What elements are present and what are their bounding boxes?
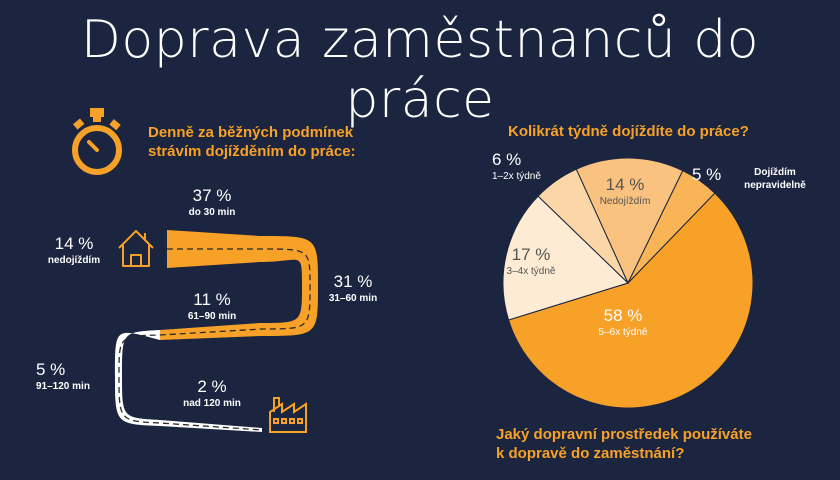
pie-category-5-6x: 5–6x týdně — [598, 327, 648, 338]
transport-question-line1: Jaký dopravní prostředek používáte — [496, 426, 752, 443]
category-nad-120-min: nad 120 min — [183, 398, 241, 409]
pie-value-5-6x: 58 % — [603, 306, 643, 325]
transport-question-line2: k dopravě do zaměstnání? — [496, 445, 685, 462]
value-do-30-min: 37 % — [192, 186, 232, 205]
label-nedojizdim: 14 % nedojíždím — [34, 234, 114, 267]
pie-value-nedojizdim: 14 % — [605, 175, 645, 194]
frequency-heading: Kolikrát týdně dojíždíte do práce? — [508, 123, 749, 140]
slice-3-4x — [502, 195, 629, 321]
commute-heading: Denně za běžných podmínek strávím dojížd… — [148, 123, 356, 161]
category-31-60-min: 31–60 min — [328, 293, 378, 304]
label-31-60-min: 31 % 31–60 min — [318, 272, 388, 305]
value-61-90-min: 11 % — [193, 290, 231, 309]
road-start-segment — [167, 230, 260, 268]
value-nad-120-min: 2 % — [197, 377, 227, 396]
road-dashed-line — [118, 248, 311, 431]
category-91-120-min: 91–120 min — [36, 381, 90, 392]
category-61-90-min: 61–90 min — [187, 311, 237, 322]
slice-nepravidelne — [627, 169, 716, 284]
category-nedojizdim: nedojíždím — [47, 255, 101, 266]
label-nad-120-min: 2 % nad 120 min — [172, 377, 252, 410]
pie-value-nepravidelne: 5 % — [692, 165, 722, 184]
value-nedojizdim: 14 % — [54, 234, 94, 253]
slice-5-6x — [507, 192, 754, 409]
commute-heading-line1: Denně za běžných podmínek — [148, 124, 354, 141]
pie-value-3-4x: 17 % — [511, 245, 551, 264]
transport-question: Jaký dopravní prostředek používáte k dop… — [496, 425, 752, 463]
pie-value-1-2x: 6 % — [492, 150, 522, 169]
commute-heading-line2: strávím dojížděním do práce: — [148, 143, 356, 160]
label-do-30-min: 37 % do 30 min — [172, 186, 252, 219]
label-61-90-min: 11 % 61–90 min — [172, 290, 252, 323]
pie-label-nedojizdim: 14 % Nedojíždím — [590, 175, 660, 208]
slice-nedojizdim — [575, 157, 684, 285]
value-31-60-min: 31 % — [333, 272, 373, 291]
pie-label-1-2x: 6 % 1–2x týdně — [492, 150, 562, 183]
label-91-120-min: 5 % 91–120 min — [36, 360, 126, 393]
pie-category-3-4x: 3–4x týdně — [506, 266, 556, 277]
road-lower-segment — [115, 330, 262, 432]
pie-category-1-2x: 1–2x týdně — [492, 171, 541, 182]
pie-category-nepravidelne: Dojíždím nepravidelně — [744, 167, 806, 191]
road-curve-segment — [260, 236, 318, 336]
value-91-120-min: 5 % — [36, 360, 66, 379]
pie-label-5-6x: 58 % 5–6x týdně — [578, 306, 668, 339]
page-title: Doprava zaměstnanců do práce — [80, 10, 760, 130]
pie-label-3-4x: 17 % 3–4x týdně — [496, 245, 566, 278]
pie-category-nedojizdim: Nedojíždím — [599, 196, 651, 207]
category-do-30-min: do 30 min — [188, 207, 236, 218]
